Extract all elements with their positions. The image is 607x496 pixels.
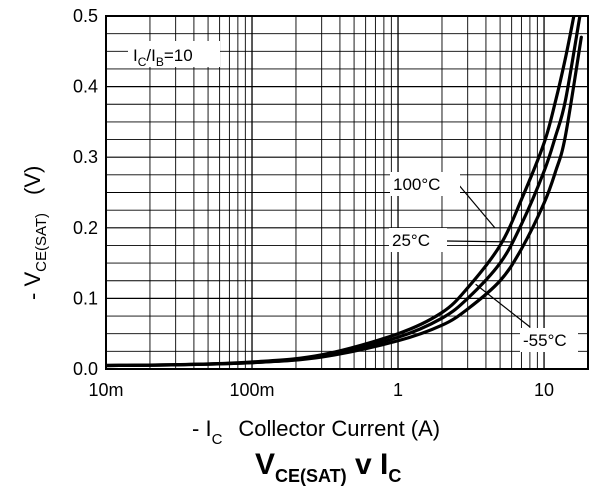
y-axis-label-prefix: - V	[20, 272, 45, 300]
x-axis-label-text: Collector Current (A)	[238, 416, 440, 441]
y-axis-label: - VCE(SAT) (V)	[20, 166, 50, 300]
annotation-label: -55°C	[523, 331, 567, 350]
condition-label-post: =10	[164, 46, 193, 65]
y-tick-label: 0.0	[73, 359, 98, 379]
title-mid: v I	[347, 448, 389, 481]
series-curves	[106, 16, 583, 368]
condition-label-mid: /I	[146, 46, 155, 65]
series-line-3	[106, 35, 583, 368]
x-tick-label: 1	[393, 380, 403, 400]
annotation-background	[520, 328, 578, 352]
y-axis-label-sub: CE(SAT)	[33, 213, 50, 272]
y-tick-label: 0.4	[73, 77, 98, 97]
x-tick-label: 10m	[88, 380, 123, 400]
annotation-label: 25°C	[392, 231, 430, 250]
curve-annotations: 100°C 25°C -55°C	[389, 172, 578, 352]
annotation-label: 100°C	[393, 175, 440, 194]
annotation-leader-line	[445, 240, 513, 243]
title-main: V	[255, 448, 275, 481]
tick-labels: 10m 100m 1 10 0.0 0.1 0.2 0.3 0.4 0.5	[73, 6, 554, 400]
y-tick-label: 0.3	[73, 147, 98, 167]
x-tick-label: 100m	[229, 380, 274, 400]
annotation-background	[389, 228, 447, 252]
condition-label-sub2: B	[156, 55, 164, 69]
title-end-sub: C	[388, 466, 401, 486]
x-axis-label-sub: C	[212, 431, 223, 448]
svg-text:IC/IB=10: IC/IB=10	[133, 46, 193, 69]
y-tick-label: 0.2	[73, 218, 98, 238]
condition-label-sub1: C	[138, 55, 147, 69]
annotation-leader-line	[475, 283, 531, 328]
condition-label: IC/IB=10	[128, 41, 220, 69]
title-main-sub: CE(SAT)	[275, 466, 347, 486]
condition-label-pre: I	[133, 46, 138, 65]
y-tick-label: 0.5	[73, 6, 98, 26]
x-tick-label: 10	[534, 380, 554, 400]
y-tick-label: 0.1	[73, 288, 98, 308]
series-line-2	[106, 16, 582, 368]
y-axis-label-unit: (V)	[20, 166, 45, 195]
annotation-leader-line	[457, 183, 496, 229]
x-axis-label: - IC Collector Current (A)	[192, 416, 440, 448]
x-axis-label-prefix: - I	[192, 416, 212, 441]
annotation-background	[390, 172, 460, 196]
chart-title: VCE(SAT) v IC	[255, 448, 401, 486]
plot-frame	[105, 15, 589, 370]
